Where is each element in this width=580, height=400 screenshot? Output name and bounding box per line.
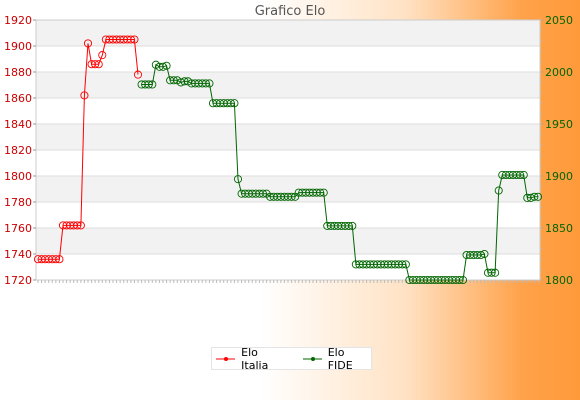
left-tick-label: 1820 xyxy=(4,144,32,157)
series-point-1 xyxy=(226,99,235,108)
series-point-0 xyxy=(51,255,60,264)
series-point-0 xyxy=(80,91,89,100)
right-tick-label: 1850 xyxy=(545,222,573,235)
series-point-0 xyxy=(98,51,107,60)
left-tick-label: 1740 xyxy=(4,248,32,261)
series-point-1 xyxy=(319,188,328,197)
series-point-0 xyxy=(91,60,100,69)
left-tick-label: 1760 xyxy=(4,222,32,235)
series-point-1 xyxy=(316,188,325,197)
right-tick-label: 2050 xyxy=(545,14,573,27)
series-line-1 xyxy=(141,63,538,281)
grid-band xyxy=(36,228,540,254)
series-point-1 xyxy=(530,192,539,201)
series-point-1 xyxy=(458,275,468,285)
right-tick-label: 2000 xyxy=(545,66,573,79)
chart-title: Grafico Elo xyxy=(254,4,326,19)
series-point-1 xyxy=(144,80,153,89)
series-point-1 xyxy=(148,80,157,89)
series-point-1 xyxy=(258,189,268,198)
series-point-1 xyxy=(162,61,171,70)
series-point-1 xyxy=(344,221,353,230)
grid-band xyxy=(36,150,540,176)
series-point-1 xyxy=(519,170,528,180)
left-tick-label: 1860 xyxy=(4,92,32,105)
right-tick-label: 1800 xyxy=(545,274,573,287)
legend-swatch-elo-italia xyxy=(216,356,236,361)
right-tick-label: 1900 xyxy=(545,170,573,183)
series-point-1 xyxy=(491,268,500,277)
series-point-1 xyxy=(230,99,239,108)
series-point-1 xyxy=(480,249,489,259)
legend-swatch-elo-fide xyxy=(302,356,322,361)
legend-item-elo-italia: Elo Italia xyxy=(216,346,287,372)
grid-band xyxy=(36,98,540,124)
series-point-0 xyxy=(126,35,135,44)
grid-band xyxy=(36,72,540,98)
legend-label-elo-fide: Elo FIDE xyxy=(327,345,353,372)
series-point-1 xyxy=(398,260,407,269)
series-point-1 xyxy=(180,77,189,86)
grid-band xyxy=(36,46,540,72)
series-point-1 xyxy=(516,170,525,180)
left-tick-label: 1780 xyxy=(4,196,32,209)
grid-band xyxy=(36,202,540,228)
left-tick-label: 1840 xyxy=(4,118,32,131)
series-line-0 xyxy=(38,39,139,260)
series-point-1 xyxy=(476,250,485,260)
left-tick-label: 1800 xyxy=(4,170,32,183)
grid-band xyxy=(36,20,540,46)
series-point-1 xyxy=(233,175,243,184)
series-point-0 xyxy=(55,255,64,264)
series-point-0 xyxy=(94,60,103,69)
left-tick-label: 1880 xyxy=(4,66,32,79)
right-tick-label: 1950 xyxy=(545,118,573,131)
series-point-0 xyxy=(133,70,143,79)
series-point-0 xyxy=(130,35,139,44)
legend-label-elo-italia: Elo Italia xyxy=(241,345,269,372)
series-point-1 xyxy=(205,79,214,88)
legend-item-elo-fide: Elo FIDE xyxy=(302,345,371,372)
series-point-0 xyxy=(73,221,82,230)
series-point-1 xyxy=(533,192,543,201)
left-tick-label: 1900 xyxy=(4,40,32,53)
series-point-0 xyxy=(76,221,85,230)
series-point-1 xyxy=(348,221,357,230)
series-point-0 xyxy=(83,39,93,48)
series-point-1 xyxy=(287,192,296,201)
left-tick-label: 1720 xyxy=(4,274,32,287)
series-point-1 xyxy=(494,186,503,195)
series-point-1 xyxy=(455,275,464,285)
chart-legend: Elo Italia Elo FIDE xyxy=(211,345,372,372)
series-point-1 xyxy=(158,62,168,71)
grid-band xyxy=(36,254,540,280)
series-point-1 xyxy=(169,76,178,85)
series-point-1 xyxy=(487,268,496,277)
series-point-1 xyxy=(201,79,210,88)
series-point-1 xyxy=(401,260,410,269)
grid-band xyxy=(36,124,540,150)
left-tick-label: 1920 xyxy=(4,14,32,27)
